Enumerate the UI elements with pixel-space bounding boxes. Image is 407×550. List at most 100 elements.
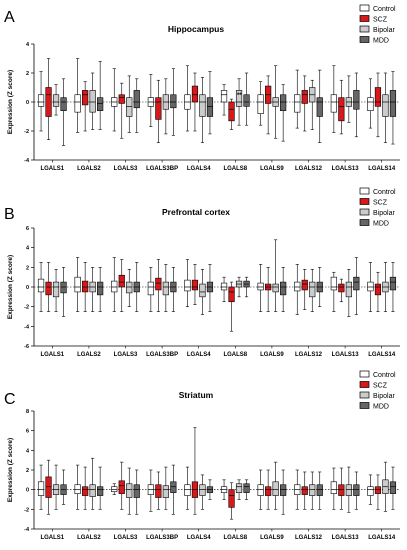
- box-body: [301, 90, 308, 104]
- x-category-label: LGALS3BP: [146, 166, 178, 172]
- box-scz: [338, 467, 345, 510]
- box-scz: [301, 268, 308, 310]
- box-body: [338, 484, 345, 496]
- x-category-label: LGALS1: [40, 166, 64, 172]
- box-body: [301, 486, 308, 495]
- box-control: [111, 257, 118, 312]
- box-body: [191, 279, 199, 291]
- box-mdd: [133, 78, 140, 133]
- box-mdd: [353, 471, 360, 510]
- box-bipolar: [52, 464, 60, 510]
- box-control: [37, 464, 45, 510]
- box-scz: [191, 427, 199, 515]
- box-bipolar: [309, 471, 316, 510]
- y-tick-label: 0: [26, 100, 29, 106]
- box-mdd: [389, 71, 397, 145]
- box-scz: [82, 466, 89, 510]
- box-body: [257, 94, 264, 114]
- legend-swatch-control: [359, 370, 370, 378]
- box-body: [111, 280, 118, 293]
- box-bipolar: [89, 267, 96, 312]
- box-body: [228, 101, 235, 122]
- box-bipolar: [162, 466, 169, 510]
- box-body: [97, 97, 104, 112]
- box-mdd: [280, 84, 287, 142]
- box-mdd: [243, 276, 250, 298]
- box-bipolar: [345, 268, 352, 317]
- y-tick-label: 0: [26, 488, 29, 494]
- box-body: [345, 484, 352, 496]
- box-mdd: [280, 267, 287, 312]
- panel-title: Hippocampus: [168, 24, 224, 34]
- panel-b: B Prefrontal cortex Control SCZ Bipolar MDD Ex…: [4, 187, 400, 358]
- x-category-label: LGALS8: [223, 352, 247, 358]
- box-body: [60, 97, 67, 112]
- x-category-label: LGALS8: [223, 535, 247, 541]
- box-body: [191, 85, 199, 103]
- box-mdd: [170, 267, 177, 312]
- box-body: [162, 281, 169, 296]
- box-body: [280, 281, 287, 296]
- box-mdd: [97, 267, 104, 312]
- box-scz: [82, 262, 89, 312]
- box-mdd: [243, 479, 250, 500]
- box-mdd: [60, 78, 67, 146]
- box-bipolar: [309, 268, 316, 312]
- box-body: [118, 274, 125, 288]
- box-scz: [45, 262, 52, 312]
- y-tick-label: -2: [24, 507, 29, 513]
- box-mdd: [170, 464, 177, 515]
- box-body: [45, 476, 52, 498]
- box-bipolar: [162, 78, 169, 135]
- box-bipolar: [199, 77, 206, 143]
- box-body: [316, 97, 323, 117]
- box-control: [184, 259, 191, 307]
- x-category-label: LGALS13: [332, 352, 360, 358]
- box-mdd: [353, 72, 360, 138]
- y-tick-label: -4: [24, 527, 30, 533]
- box-body: [52, 94, 60, 107]
- box-body: [45, 87, 52, 117]
- y-tick-label: 4: [26, 42, 30, 48]
- box-scz: [265, 469, 272, 510]
- box-body: [330, 94, 337, 113]
- box-scz: [228, 98, 235, 130]
- box-bipolar: [235, 78, 243, 126]
- legend-label-control: Control: [373, 6, 396, 13]
- box-mdd: [206, 479, 214, 500]
- box-control: [220, 479, 228, 500]
- box-bipolar: [235, 276, 243, 298]
- y-tick-label: 4: [26, 448, 30, 454]
- box-body: [126, 97, 133, 117]
- y-tick-label: 8: [26, 409, 29, 415]
- box-mdd: [170, 68, 177, 136]
- box-scz: [45, 459, 52, 515]
- legend-label-scz: SCZ: [373, 200, 388, 207]
- legend-swatch-scz: [359, 15, 370, 22]
- box-body: [272, 283, 279, 293]
- box-body: [74, 94, 81, 113]
- x-category-label: LGALS2: [77, 535, 101, 541]
- box-body: [228, 489, 235, 508]
- box-body: [301, 279, 308, 291]
- legend-label-mdd: MDD: [373, 404, 389, 411]
- box-body: [82, 90, 89, 106]
- box-body: [170, 94, 177, 109]
- significance-annotation: **: [237, 93, 242, 99]
- box-bipolar: [345, 466, 352, 513]
- x-category-label: LGALS14: [368, 535, 396, 541]
- box-control: [147, 267, 154, 312]
- box-body: [111, 486, 118, 492]
- box-body: [206, 97, 214, 117]
- box-bipolar: [235, 479, 243, 500]
- box-body: [89, 484, 96, 497]
- box-control: [184, 65, 191, 132]
- x-category-label: LGALS14: [368, 166, 396, 172]
- box-body: [147, 281, 154, 296]
- box-body: [353, 484, 360, 496]
- box-control: [367, 262, 374, 312]
- y-axis-label: Expression (Z score): [7, 70, 14, 134]
- panel-a: A Hippocampus Control SCZ Bipolar MDD Expressi…: [4, 4, 400, 172]
- box-body: [280, 94, 287, 111]
- y-axis-label: Expression (Z score): [7, 255, 14, 319]
